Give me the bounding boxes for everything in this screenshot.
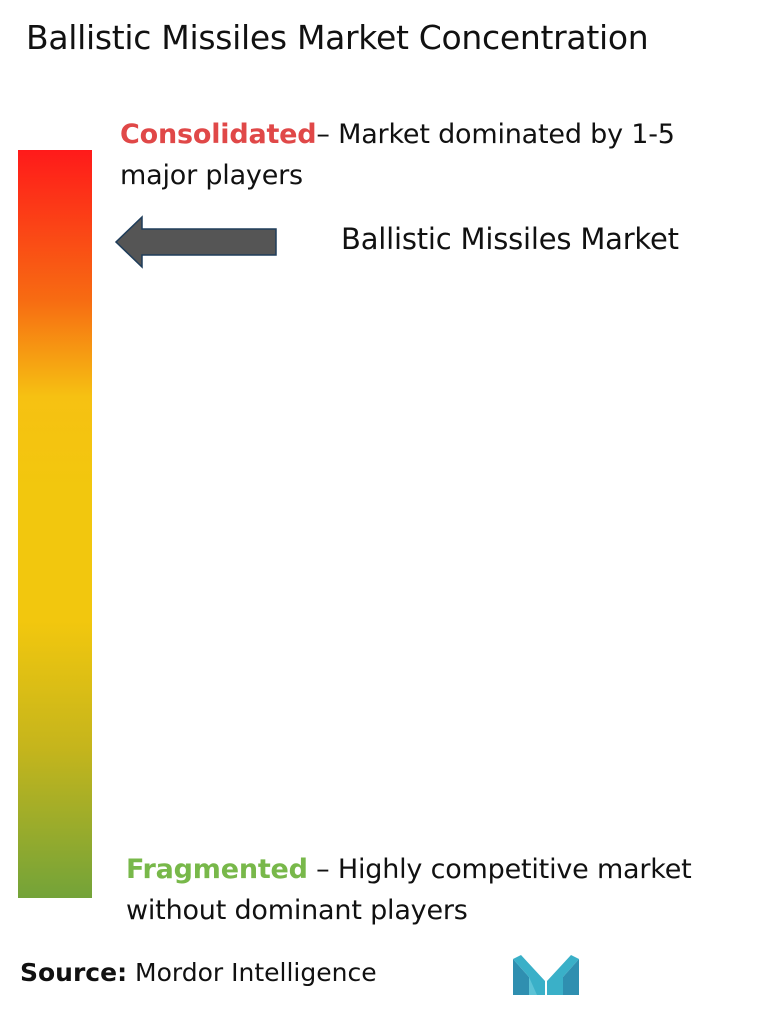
- source-value: Mordor Intelligence: [127, 958, 377, 987]
- source-label: Source:: [20, 958, 128, 987]
- consolidated-text: – Market dominated by 1-5 major players: [120, 119, 675, 191]
- market-label: Ballistic Missiles Market: [341, 222, 679, 256]
- fragmented-text: – Highly competitive market without domi…: [126, 854, 692, 926]
- consolidated-keyword: Consolidated: [120, 119, 317, 150]
- source-line: Source: Mordor Intelligence: [20, 958, 377, 987]
- fragmented-description: Fragmented – Highly competitive market w…: [126, 849, 766, 931]
- left-arrow-icon: [114, 215, 277, 269]
- consolidated-description: Consolidated– Market dominated by 1-5 ma…: [120, 114, 760, 196]
- page-title: Ballistic Missiles Market Concentration: [26, 18, 649, 57]
- concentration-gradient-bar: [18, 150, 92, 898]
- fragmented-keyword: Fragmented: [126, 854, 308, 885]
- mordor-intelligence-logo: [513, 955, 579, 995]
